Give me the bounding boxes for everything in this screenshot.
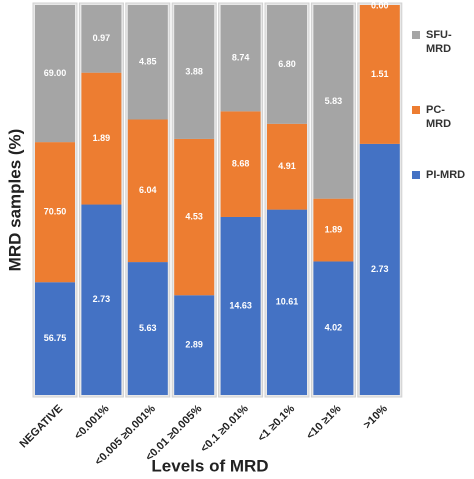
y-axis-label: MRD samples (%): [5, 129, 24, 272]
bar-segment: [313, 198, 354, 262]
bar-segment: [313, 261, 354, 395]
legend-swatch: [412, 171, 420, 179]
bar-segment: [81, 72, 122, 205]
bar-segment: [359, 143, 400, 395]
bar-segment: [267, 209, 307, 395]
value-label: 2.89: [185, 340, 203, 350]
value-label: 4.91: [278, 161, 296, 171]
bar-segment: [81, 5, 122, 73]
value-label: 1.89: [325, 224, 343, 234]
legend-swatch: [412, 106, 420, 114]
value-label: 5.63: [139, 323, 157, 333]
value-label: 1.89: [93, 133, 111, 143]
value-label: 14.63: [229, 300, 252, 310]
x-tick-label: <1 ≥0.1%: [256, 403, 298, 445]
value-label: 0.97: [93, 33, 111, 43]
bar-segment: [313, 5, 354, 199]
value-label: 4.85: [139, 57, 157, 67]
value-label: 56.75: [44, 333, 67, 343]
value-label: 3.88: [185, 66, 203, 76]
value-label: 5.83: [325, 96, 343, 106]
bar-segment: [35, 282, 75, 395]
value-label: 4.02: [325, 323, 343, 333]
value-label: 8.68: [232, 159, 250, 169]
x-tick-label: <0.001%: [72, 403, 112, 443]
bar-segment: [267, 5, 307, 124]
value-label: 6.04: [139, 185, 157, 195]
value-label: 8.74: [232, 53, 250, 63]
bar-segment: [174, 5, 215, 139]
bar-segment: [35, 5, 75, 143]
bar-segment: [359, 5, 400, 144]
bar-segment: [127, 119, 168, 263]
bar-segment: [35, 142, 75, 283]
value-label: 69.00: [44, 68, 67, 78]
x-tick-label: <10 ≥1%: [304, 403, 344, 443]
bar-segment: [220, 5, 261, 112]
value-label: 6.80: [278, 59, 296, 69]
bar-segment: [81, 204, 122, 395]
bar-segment: [174, 138, 215, 296]
legend-label: PC-MRD: [426, 104, 452, 130]
legend-label: SFU-MRD: [426, 29, 452, 55]
x-tick-label: >10%: [361, 403, 390, 432]
legend-label: PI-MRD: [426, 169, 466, 181]
bar-segment: [127, 262, 168, 395]
bar-segment: [127, 5, 168, 120]
x-tick-label: <0.1 ≥0.01%: [198, 403, 250, 455]
value-label: 70.50: [44, 207, 67, 217]
value-label: 2.73: [371, 264, 389, 274]
value-label: 1.51: [371, 69, 389, 79]
value-label: 10.61: [276, 297, 299, 307]
bar-segment: [220, 216, 261, 395]
x-axis-label: Levels of MRD: [151, 456, 268, 475]
bar-segment: [174, 295, 215, 395]
bar-segment: [267, 123, 307, 210]
value-label: 2.73: [93, 294, 111, 304]
bar-segment: [220, 111, 261, 217]
x-tick-label: NEGATIVE: [18, 403, 66, 451]
value-label: 4.53: [185, 211, 203, 221]
value-label: 0.00: [371, 0, 389, 10]
legend-swatch: [412, 31, 420, 39]
